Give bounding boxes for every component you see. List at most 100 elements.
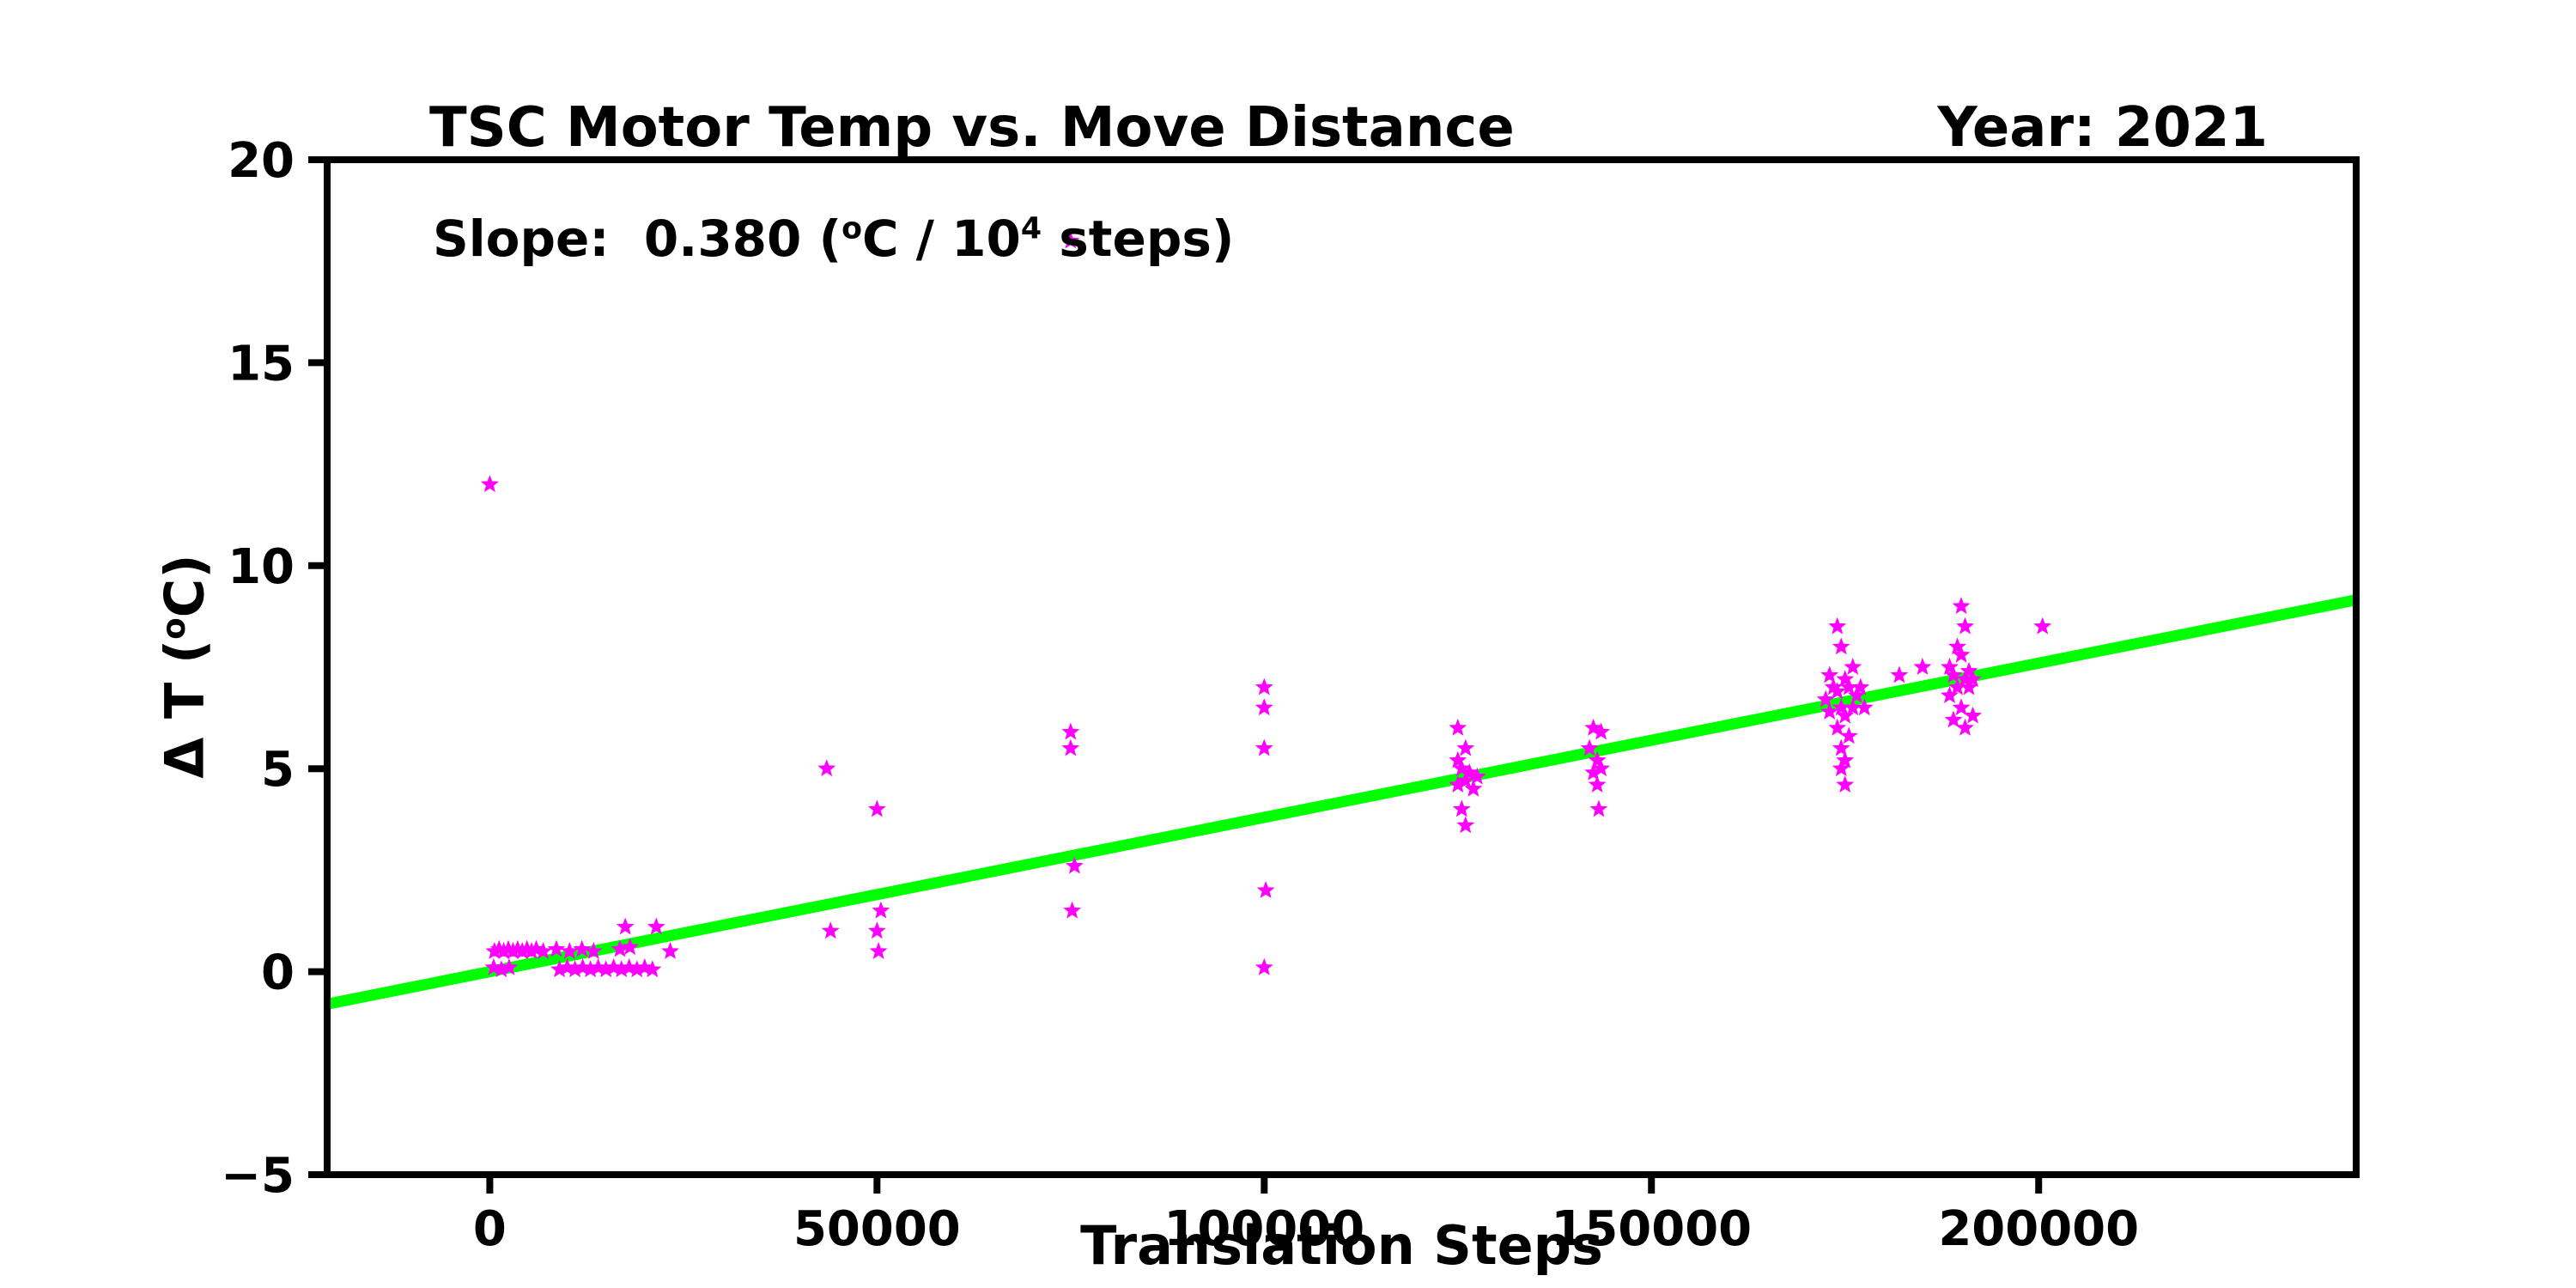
data-point [869, 942, 888, 959]
data-point [1944, 710, 1963, 728]
data-point [573, 939, 592, 957]
data-point [1964, 670, 1982, 688]
data-point [1255, 677, 1273, 696]
data-point [581, 960, 600, 978]
data-point [1255, 957, 1273, 975]
data-point [480, 475, 499, 493]
data-point [1456, 738, 1475, 756]
data-point [1452, 759, 1471, 777]
data-point [1828, 617, 1847, 635]
data-point [1959, 661, 1978, 679]
data-point [1065, 856, 1084, 874]
data-point [1952, 597, 1971, 614]
data-point [1855, 698, 1874, 716]
data-point [1844, 658, 1862, 675]
data-point [867, 921, 886, 939]
x-tick-label: 100000 [1163, 1201, 1364, 1257]
y-tick-label: −5 [221, 1148, 295, 1204]
y-axis-degree-superscript: o [154, 617, 192, 640]
data-point [1948, 677, 1966, 696]
y-tick-label: 15 [228, 336, 295, 392]
data-point [661, 942, 679, 959]
data-point [513, 942, 532, 959]
data-point [616, 917, 635, 935]
slope-annotation-part2: C / 10 [862, 210, 1021, 268]
data-point [1832, 738, 1850, 756]
data-point [1959, 677, 1978, 696]
data-point [522, 942, 541, 959]
data-point [872, 901, 890, 919]
y-axis-label: Δ T (oC) [154, 554, 216, 778]
data-point [1956, 670, 1974, 688]
data-point [1820, 702, 1839, 720]
data-point [560, 942, 579, 959]
data-point [611, 939, 629, 957]
data-point [1592, 722, 1611, 740]
chart-title: TSC Motor Temp vs. Move Distance [429, 96, 1515, 160]
slope-annotation-part3: steps) [1042, 210, 1235, 268]
data-point [1952, 645, 1971, 663]
data-point [1256, 881, 1275, 898]
data-point [867, 799, 886, 817]
slope-annotation-part1: Slope: 0.380 ( [433, 210, 842, 268]
data-point [621, 938, 640, 956]
y-tick-label: 10 [228, 539, 295, 595]
data-point [1584, 762, 1603, 781]
data-point [1952, 698, 1971, 716]
data-point [1061, 738, 1080, 756]
data-point [1588, 750, 1607, 769]
data-point [1464, 779, 1483, 797]
data-point [566, 960, 585, 978]
data-point [492, 960, 511, 978]
data-point [628, 960, 647, 978]
data-point [2033, 617, 2052, 635]
data-point [550, 960, 568, 978]
data-point [1836, 750, 1855, 769]
year-label: Year: 2021 [1937, 96, 2268, 160]
data-point [1061, 722, 1080, 740]
data-point [1964, 706, 1982, 724]
y-axis-label-part1: Δ T ( [153, 639, 216, 779]
data-point [1944, 665, 1963, 683]
data-point [647, 917, 665, 935]
data-point [817, 759, 836, 777]
data-point [584, 942, 603, 959]
data-point [1913, 658, 1932, 675]
data-point [643, 960, 662, 978]
data-point [1456, 771, 1475, 789]
data-point [1832, 637, 1850, 655]
data-point [1820, 665, 1839, 683]
data-point [1580, 738, 1599, 756]
data-point [504, 942, 522, 959]
data-point [1584, 718, 1603, 736]
data-point [1832, 759, 1850, 777]
data-point [1456, 816, 1475, 834]
data-point [495, 942, 513, 959]
data-point [1836, 706, 1855, 724]
data-point [1589, 799, 1608, 817]
data-point [1063, 901, 1082, 919]
data-point [1452, 799, 1471, 817]
data-point [597, 960, 616, 978]
y-tick-label: 0 [261, 945, 295, 1001]
data-point [1588, 775, 1607, 793]
data-point [1832, 698, 1850, 716]
data-point [1941, 686, 1959, 703]
slope-annotation: Slope: 0.380 (oC / 104 steps) [433, 210, 1234, 268]
data-point [612, 960, 631, 978]
fit-line [325, 594, 2358, 1010]
x-tick-label: 200000 [1938, 1201, 2139, 1257]
data-point [1824, 677, 1843, 696]
data-point [500, 957, 519, 975]
data-point [1851, 677, 1870, 696]
data-point [1956, 617, 1974, 635]
data-point [1460, 762, 1479, 781]
data-point [547, 939, 566, 957]
data-point [821, 921, 840, 939]
data-point [1449, 750, 1467, 769]
y-tick-label: 20 [228, 133, 295, 189]
plot-box [324, 156, 2360, 1178]
degree-superscript: o [841, 211, 862, 246]
x-tick-label: 0 [473, 1201, 507, 1257]
